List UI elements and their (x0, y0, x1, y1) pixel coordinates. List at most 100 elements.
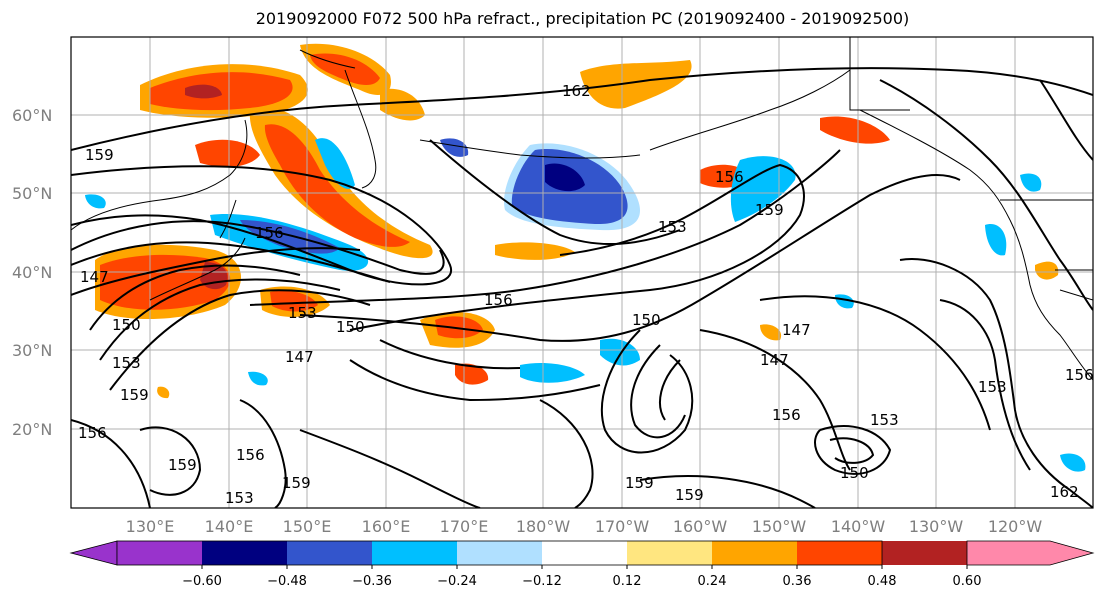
colorbar-segment (712, 541, 797, 565)
shade-positive-strong (435, 316, 483, 339)
colorbar-tick-label: 0.36 (783, 574, 812, 589)
shade-negative (1020, 173, 1042, 192)
contour-line (99, 278, 341, 361)
shade-negative (520, 363, 585, 383)
shade-positive (760, 324, 782, 341)
colorbar-segment (287, 541, 372, 565)
contour-label: 162 (1050, 483, 1079, 501)
contour-label: 159 (168, 456, 197, 474)
shade-negative-strong (545, 163, 585, 192)
colorbar-tick-label: −0.48 (267, 574, 307, 589)
shade-positive-core (185, 84, 222, 99)
lat-label: 20°N (12, 420, 52, 439)
lat-label: 40°N (12, 263, 52, 282)
colorbar-min-extend (69, 540, 118, 566)
contour-label: 156 (484, 291, 513, 309)
contour-line (71, 247, 361, 296)
contour-label: 153 (870, 411, 899, 429)
shade-positive (495, 242, 575, 260)
contour-line (879, 79, 1093, 311)
contour-line (71, 419, 151, 508)
contour-line (239, 399, 287, 508)
coastline-north-america (1009, 219, 1093, 381)
lon-label: 160°W (673, 517, 728, 536)
contour-line (699, 329, 851, 471)
contour-label: 159 (120, 386, 149, 404)
contour-line (814, 425, 892, 475)
colorbar-tick-label: 0.48 (868, 574, 897, 589)
lon-label: 150°W (752, 517, 807, 536)
colorbar-max-extend (966, 540, 1095, 566)
lon-label: 140°W (831, 517, 886, 536)
contour-label: 147 (80, 268, 109, 286)
contour-line (89, 264, 301, 331)
shade-positive (157, 386, 170, 399)
shade-positive (380, 88, 425, 121)
shade-positive (580, 60, 692, 109)
colorbar-tick-label: −0.24 (437, 574, 477, 589)
contour-label: 159 (85, 146, 114, 164)
contour-line (600, 329, 694, 454)
colorbar-segment (457, 541, 542, 565)
colorbar-segment (202, 541, 287, 565)
lat-label: 30°N (12, 341, 52, 360)
contour-label: 147 (760, 351, 789, 369)
contour-line (899, 258, 1093, 508)
lon-label: 130°W (909, 517, 964, 536)
shade-positive (1035, 261, 1059, 280)
contour-labels: 159 156 153 150 147 162 159 156 153 150 … (78, 82, 1094, 507)
shade-negative (440, 138, 469, 157)
contour-line (299, 429, 481, 508)
colorbar: −0.60 −0.48 −0.36 −0.24 −0.12 0.12 0.24 … (69, 540, 1095, 589)
contour-label: 156 (236, 446, 265, 464)
contour-label: 162 (562, 82, 591, 100)
colorbar-tick-label: 0.60 (953, 574, 982, 589)
border-canada-us (1000, 199, 1093, 301)
shade-positive-strong (150, 72, 293, 111)
lon-label: 160°E (362, 517, 411, 536)
colorbar-tick-label: 0.24 (698, 574, 727, 589)
shade-negative (85, 194, 106, 209)
colorbar-segment (882, 541, 967, 565)
contour-line (71, 220, 445, 275)
colorbar-frame (116, 540, 883, 566)
coastline-asia (71, 119, 248, 231)
lat-label: 60°N (12, 106, 52, 125)
lon-label: 150°E (283, 517, 332, 536)
colorbar-segment (542, 541, 627, 565)
contour-label: 159 (755, 201, 784, 219)
contour-label: 156 (1065, 366, 1094, 384)
contour-label: 156 (78, 424, 107, 442)
contour-label: 150 (840, 464, 869, 482)
contour-label: 153 (978, 378, 1007, 396)
lon-label: 130°E (126, 517, 175, 536)
contour-label: 150 (112, 316, 141, 334)
contour-line (349, 163, 805, 331)
shade-positive (455, 363, 489, 385)
contour-label: 156 (715, 168, 744, 186)
contour-line (829, 437, 875, 464)
contour-line (539, 399, 594, 508)
coastlines (71, 37, 1093, 381)
contour-line (939, 299, 1031, 471)
refractivity-contours (71, 67, 1093, 508)
colorbar-segment (117, 541, 202, 565)
shade-negative (240, 220, 340, 254)
contour-label: 159 (625, 474, 654, 492)
contour-line (379, 339, 521, 370)
contour-label: 153 (225, 489, 254, 507)
contour-label: 150 (336, 318, 365, 336)
contour-line (630, 344, 686, 439)
contour-label: 147 (782, 321, 811, 339)
shade-negative (248, 371, 268, 386)
precipitation-shading (85, 43, 1086, 472)
lon-label: 170°E (440, 517, 489, 536)
contour-label: 153 (288, 304, 317, 322)
lon-label: 170°W (595, 517, 650, 536)
contour-line (759, 295, 991, 431)
longitude-labels: 130°E 140°E 150°E 160°E 170°E 180°W 170°… (126, 517, 1043, 536)
shade-positive-strong (264, 124, 410, 247)
lat-label: 50°N (12, 184, 52, 203)
contour-line (249, 149, 841, 306)
